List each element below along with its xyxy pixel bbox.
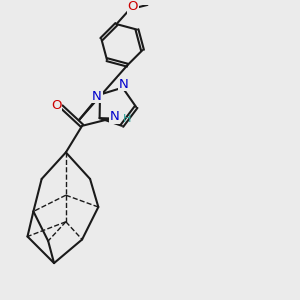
- Text: N: N: [92, 89, 102, 103]
- Text: H: H: [123, 114, 131, 124]
- Text: N: N: [119, 78, 129, 91]
- Text: O: O: [51, 99, 62, 112]
- Text: O: O: [128, 1, 138, 13]
- Text: N: N: [110, 110, 119, 124]
